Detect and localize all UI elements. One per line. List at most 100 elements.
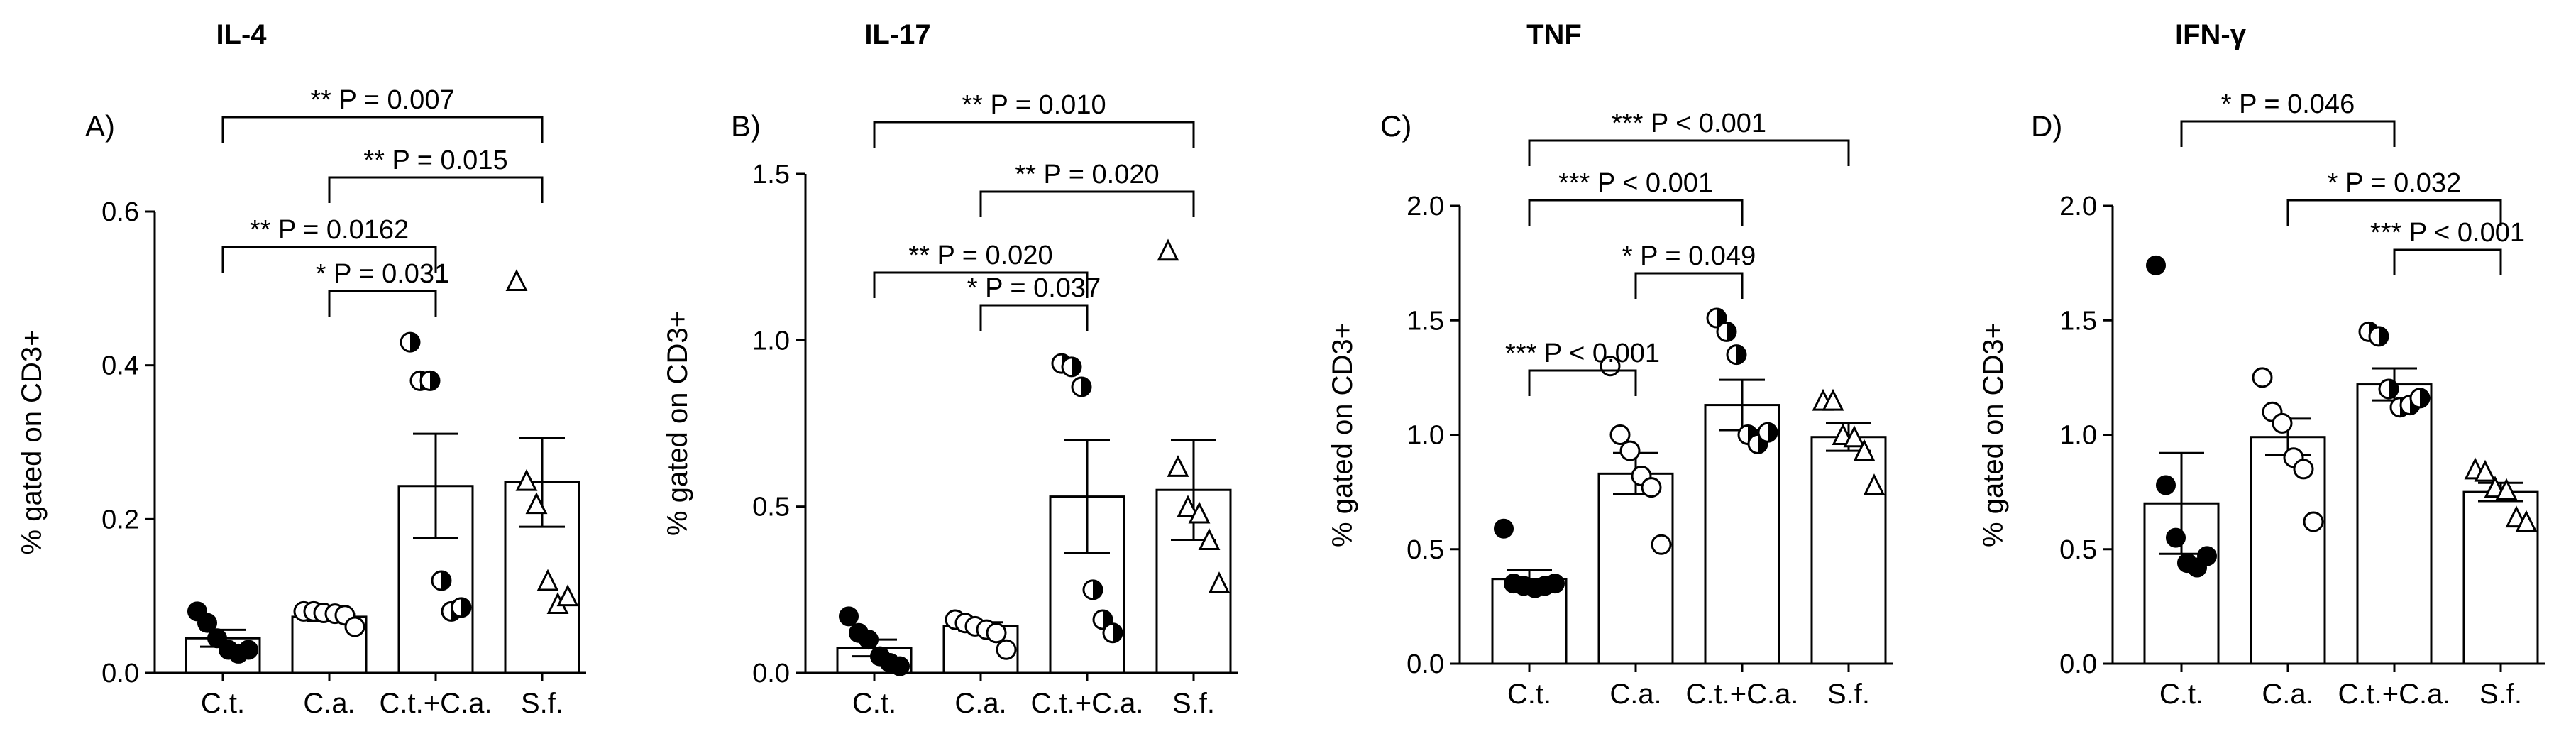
data-point-fill (2379, 327, 2388, 346)
significance-label: ** P = 0.020 (1015, 160, 1159, 190)
x-tick-label: S.f. (1172, 688, 1215, 719)
x-tick-label: C.t. (1507, 679, 1551, 710)
data-point (859, 630, 879, 650)
significance-label: ** P = 0.015 (363, 146, 507, 175)
significance-bracket (2286, 199, 2502, 226)
significance-bracket (873, 121, 1195, 148)
significance-bracket (221, 116, 544, 143)
y-tick-label: 0.5 (1407, 535, 1444, 565)
data-point (1082, 579, 1103, 600)
data-point-fill (1072, 357, 1081, 376)
y-tick-label: 0.4 (101, 351, 139, 381)
significance-label: *** P < 0.001 (1612, 109, 1766, 138)
data-point (419, 370, 441, 391)
x-tick-label: C.a. (1609, 679, 1661, 710)
data-point-fill (1736, 345, 1746, 364)
significance-label: ** P = 0.020 (908, 241, 1052, 270)
significance-bracket (979, 304, 1089, 331)
bar-4 (1810, 436, 1887, 665)
data-point (2197, 546, 2217, 566)
data-point (1198, 528, 1221, 551)
data-point (1651, 534, 1672, 555)
data-point (1853, 439, 1876, 461)
data-point (2474, 459, 2497, 482)
data-point (1863, 473, 1886, 495)
panel-label: C) (1380, 109, 1411, 143)
y-tick-label: 0.0 (752, 659, 790, 689)
data-point (2156, 475, 2176, 495)
data-point (1843, 425, 1866, 448)
significance-bracket (979, 190, 1195, 217)
significance-label: * P = 0.046 (2221, 89, 2355, 119)
data-point (451, 597, 472, 618)
y-tick-label: 0.2 (101, 505, 139, 534)
significance-label: ** P = 0.010 (962, 90, 1106, 120)
data-point (2252, 367, 2273, 388)
y-tick-label: 0.5 (2059, 535, 2097, 565)
significance-label: ** P = 0.0162 (250, 215, 409, 245)
significance-label: * P = 0.037 (967, 273, 1101, 303)
y-tick-label: 1.5 (2059, 306, 2097, 336)
data-point (1619, 440, 1641, 461)
significance-label: *** P < 0.001 (2370, 218, 2525, 248)
significance-bracket (1528, 369, 1637, 396)
y-tick-label: 1.0 (1407, 421, 1444, 451)
panel-2: IL-17 B) % gated on CD3+ 0.0 0.5 1.0 1.5 C.t. C.… (662, 19, 1238, 719)
data-point (986, 622, 1007, 644)
bar-2 (2250, 436, 2326, 665)
data-point-fill (1113, 623, 1122, 642)
data-point (238, 640, 258, 660)
data-point (839, 606, 859, 627)
y-axis-label: % gated on CD3+ (1978, 322, 2009, 547)
chart-title: IL-17 (864, 19, 930, 50)
x-tick-label: C.a. (954, 688, 1006, 719)
x-tick-label: C.t. (852, 688, 896, 719)
significance-bracket (2393, 248, 2502, 275)
data-point-fill (1727, 322, 1736, 341)
x-tick-label: C.a. (303, 688, 355, 719)
data-point (2368, 326, 2389, 347)
significance-bracket (221, 246, 437, 273)
y-tick-label: 1.5 (1407, 306, 1444, 336)
data-point (2293, 459, 2314, 480)
data-point (1757, 422, 1778, 443)
data-point (1494, 518, 1514, 539)
x-tick-label: S.f. (1827, 679, 1870, 710)
data-point (1545, 574, 1565, 594)
y-tick-label: 0.0 (101, 659, 139, 689)
data-point (1641, 477, 1662, 498)
data-point-fill (2420, 388, 2430, 407)
y-tick-label: 1.0 (2059, 421, 2097, 451)
data-point-fill (461, 598, 470, 617)
significance-bracket (1528, 139, 1850, 166)
data-point (505, 269, 528, 291)
significance-label: * P = 0.031 (316, 259, 449, 289)
significance-bracket (328, 290, 437, 317)
significance-bracket (873, 271, 1089, 298)
panel-label: B) (731, 109, 761, 143)
x-tick-label: C.t.+C.a. (380, 688, 492, 719)
significance-bracket (1528, 199, 1744, 226)
x-tick-label: C.t. (201, 688, 245, 719)
x-tick-label: C.t. (2159, 679, 2203, 710)
significance-bracket (328, 176, 544, 203)
panel-1: IL-4 A) % gated on CD3+ 0.0 0.2 0.4 0.6 C.t. C.a… (16, 19, 586, 719)
y-axis-label: % gated on CD3+ (662, 311, 693, 536)
y-tick-label: 0.0 (1407, 649, 1444, 679)
significance-label: *** P < 0.001 (1505, 339, 1660, 368)
data-point-fill (441, 571, 451, 590)
x-tick-label: S.f. (521, 688, 563, 719)
bar-2 (1597, 472, 1674, 665)
bar-3 (2356, 383, 2433, 665)
data-point-fill (1093, 580, 1102, 599)
data-point (2272, 412, 2293, 434)
data-point-fill (430, 371, 439, 390)
data-point (1208, 571, 1231, 593)
data-point (2515, 510, 2538, 532)
y-tick-label: 2.0 (2059, 192, 2097, 221)
panel-label: A) (85, 109, 115, 143)
data-point (890, 656, 910, 676)
y-tick-label: 0.5 (752, 493, 790, 522)
data-point (1822, 388, 1844, 411)
